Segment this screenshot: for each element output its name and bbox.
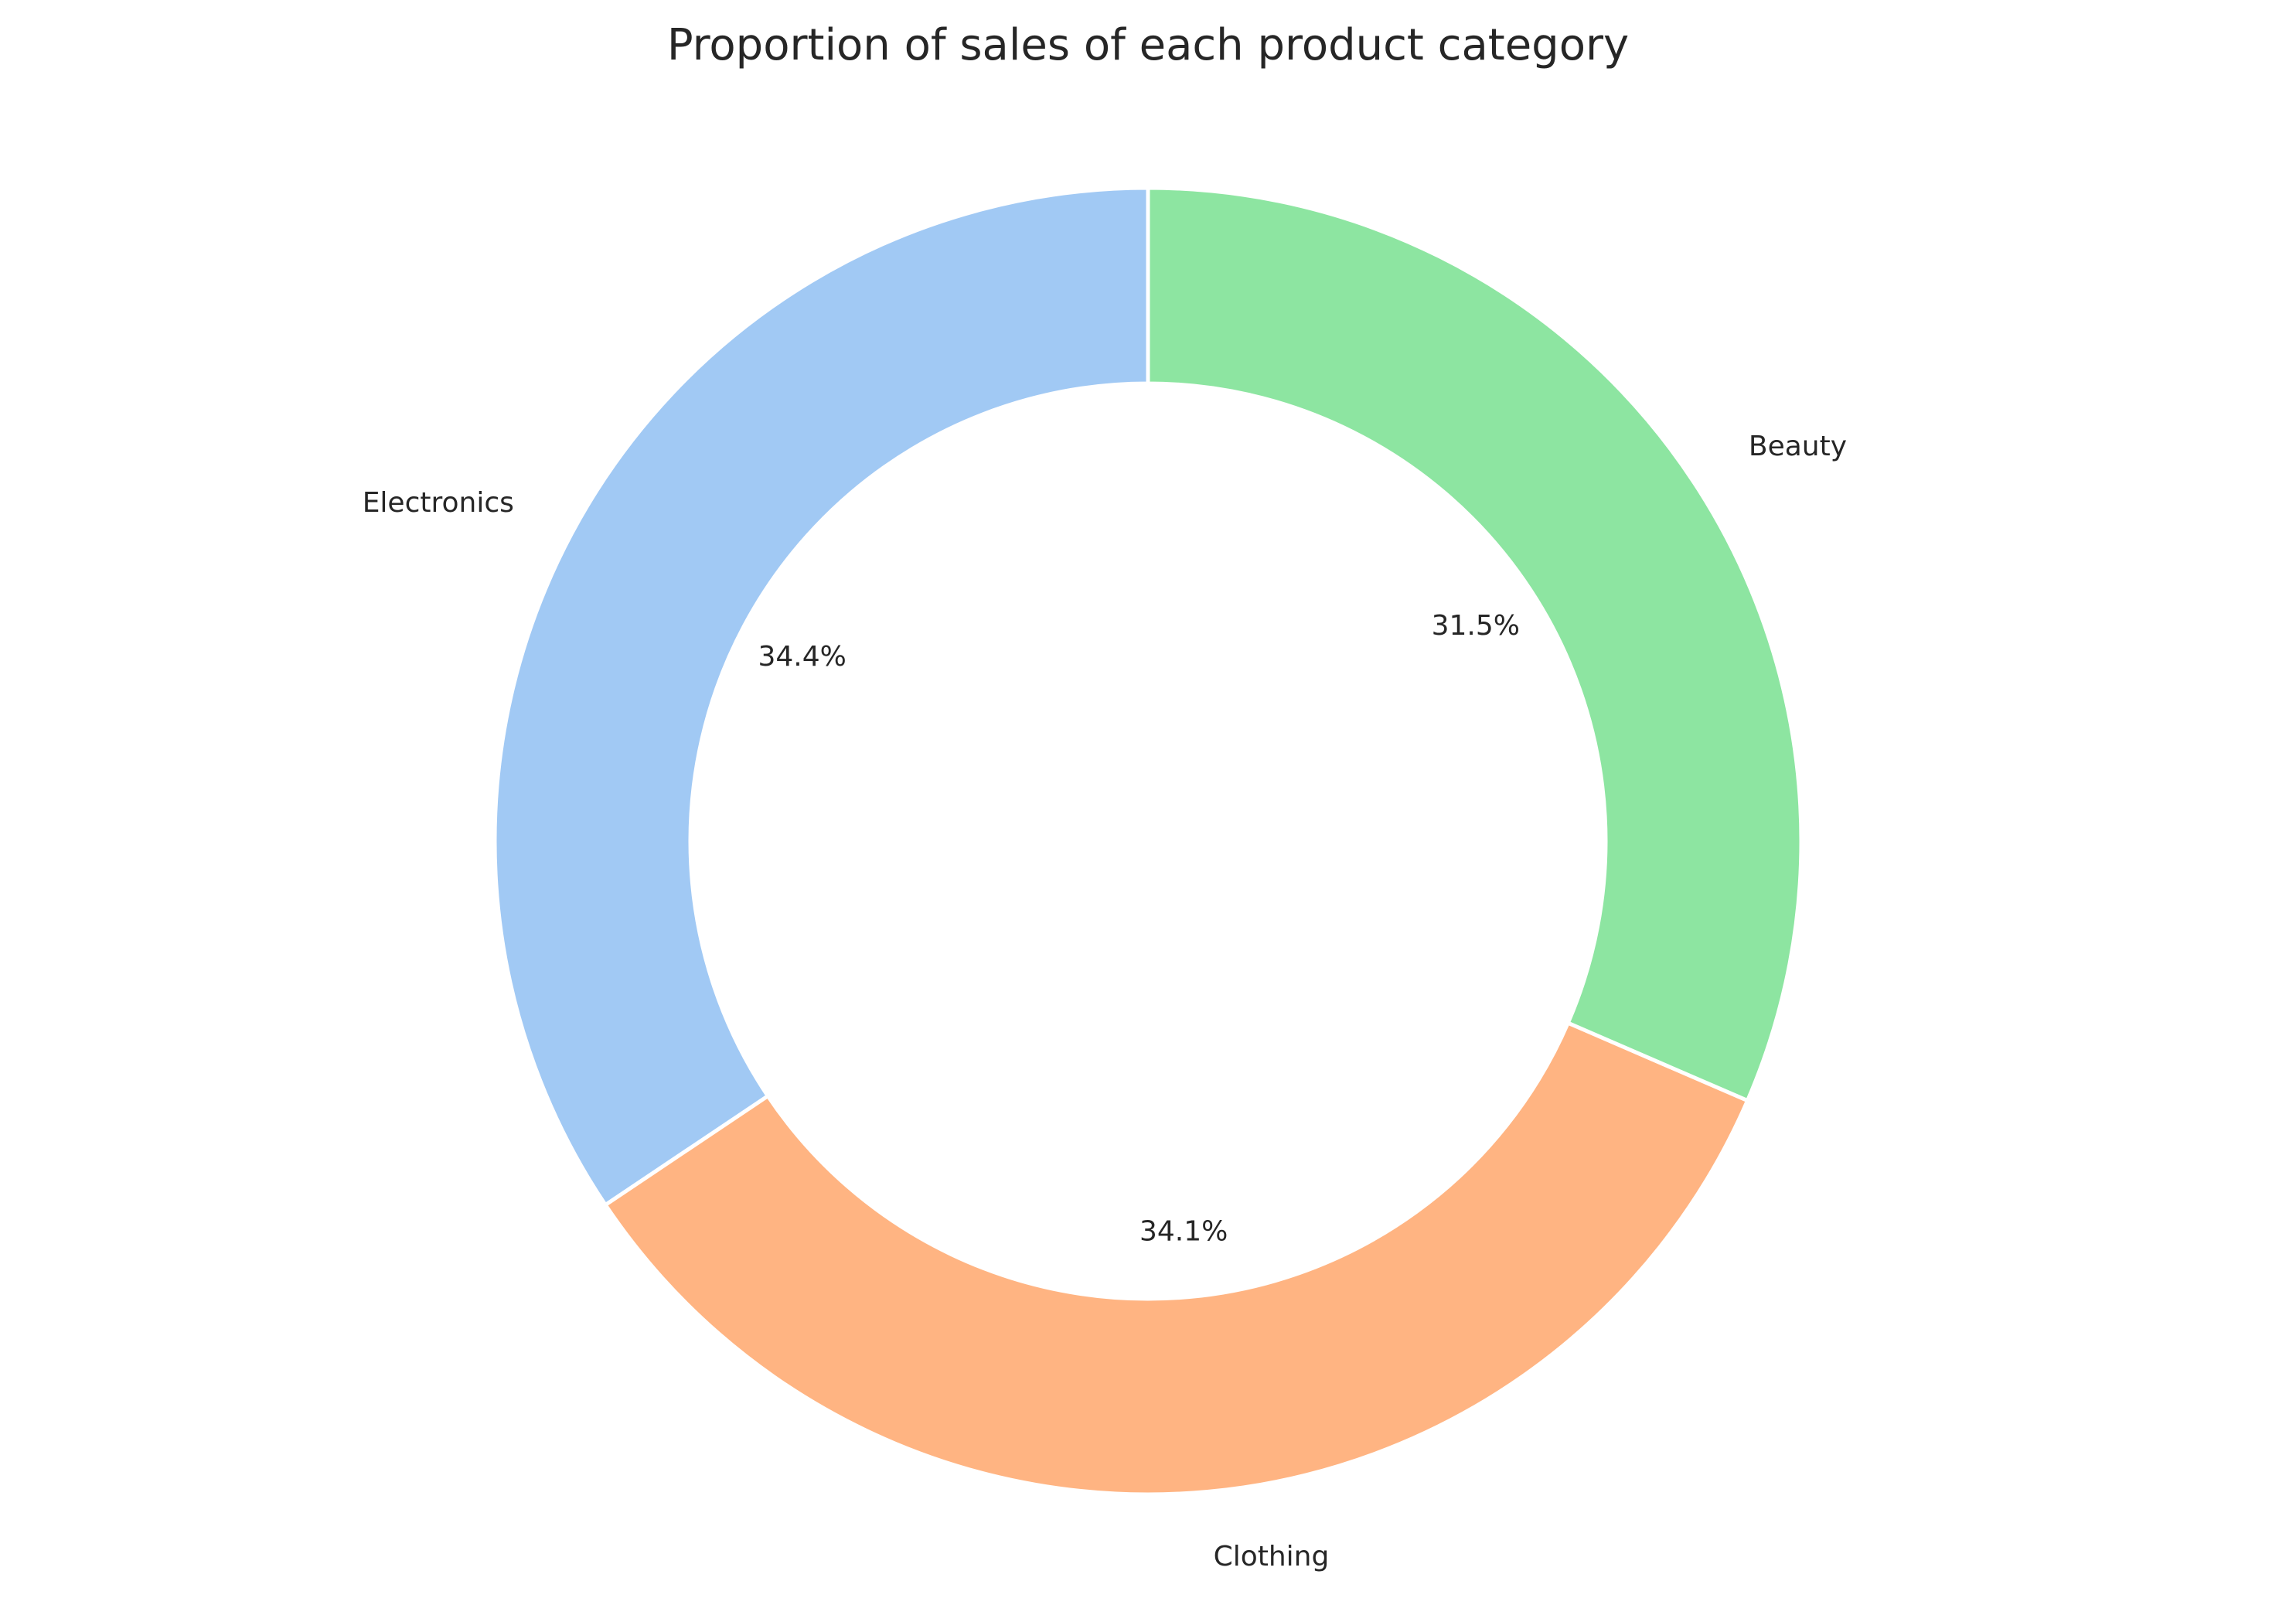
percent-label-clothing: 34.1% — [1139, 1215, 1228, 1247]
labels-group: Electronics 34.4% Clothing 34.1% Beauty 31.5% — [363, 431, 1847, 1572]
category-label-clothing: Clothing — [1214, 1541, 1330, 1572]
percent-label-beauty: 31.5% — [1432, 610, 1520, 642]
chart-title: Proportion of sales of each product cate… — [667, 20, 1629, 70]
slice-clothing — [603, 1020, 1749, 1497]
category-label-beauty: Beauty — [1749, 431, 1847, 462]
slice-electronics — [492, 186, 1150, 1208]
category-label-electronics: Electronics — [363, 487, 514, 519]
slice-beauty — [1146, 186, 1804, 1103]
slices-group — [492, 186, 1804, 1497]
percent-label-electronics: 34.4% — [758, 641, 846, 673]
